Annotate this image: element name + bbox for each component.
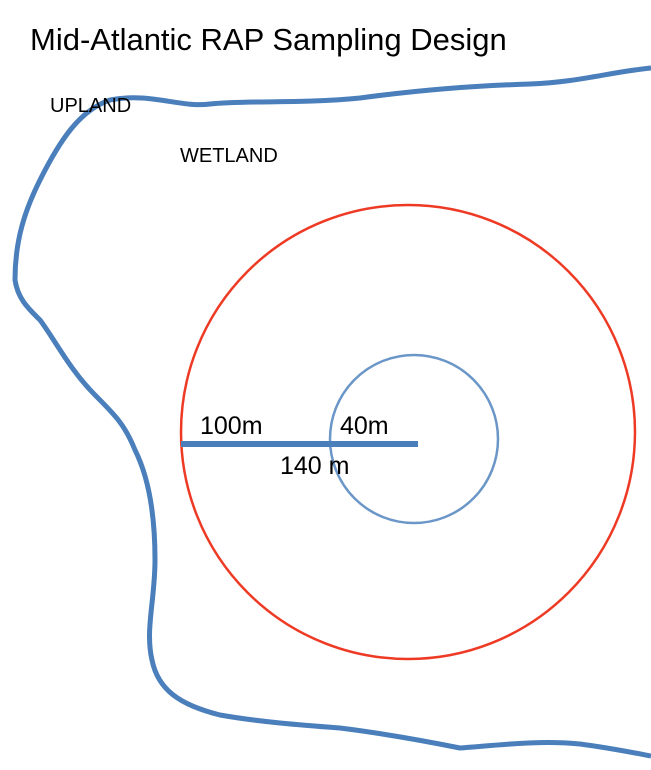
inner-circle — [328, 353, 500, 525]
outer-segment-label: 100m — [200, 412, 263, 440]
upland-label: UPLAND — [50, 95, 131, 117]
title: Mid-Atlantic RAP Sampling Design — [30, 22, 507, 57]
total-radius-label: 140 m — [280, 452, 349, 480]
wetland-label: WETLAND — [180, 145, 278, 167]
wetland-boundary — [12, 65, 651, 759]
outer-circle — [179, 203, 637, 661]
inner-segment-label: 40m — [340, 412, 389, 440]
